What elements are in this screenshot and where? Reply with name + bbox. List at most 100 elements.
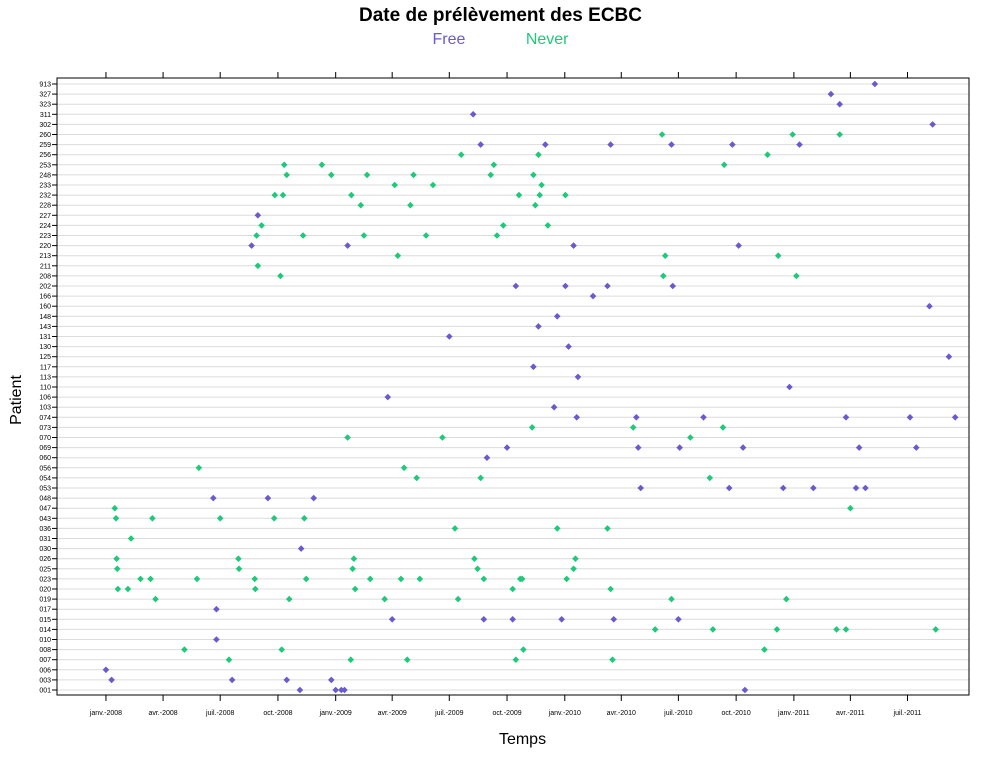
- point-never: [687, 434, 694, 441]
- point-free: [906, 414, 914, 421]
- point-free: [530, 363, 537, 371]
- point-free: [912, 444, 920, 451]
- point-never: [528, 424, 536, 431]
- y-tick-label: 260: [39, 132, 51, 139]
- point-never: [391, 181, 398, 189]
- point-never: [152, 595, 159, 603]
- point-never: [538, 181, 545, 189]
- point-never: [351, 585, 359, 593]
- y-tick-label: 007: [39, 657, 51, 664]
- point-free: [574, 373, 582, 381]
- point-free: [248, 242, 255, 249]
- x-tick-label: avr.-2010: [607, 710, 636, 717]
- point-never: [137, 575, 144, 583]
- point-free: [796, 141, 803, 148]
- point-never: [366, 575, 374, 583]
- point-free: [264, 494, 272, 502]
- y-tick-label: 030: [39, 546, 51, 553]
- point-never: [604, 525, 611, 532]
- point-free: [668, 141, 675, 148]
- point-never: [544, 222, 552, 229]
- point-never: [536, 191, 543, 199]
- point-never: [429, 181, 437, 189]
- point-never: [774, 252, 782, 259]
- point-never: [235, 565, 243, 573]
- point-never: [111, 504, 119, 512]
- y-tick-label: 074: [39, 415, 51, 422]
- point-never: [112, 515, 120, 522]
- point-never: [253, 232, 260, 239]
- point-free: [102, 666, 110, 674]
- y-tick-label: 003: [39, 677, 51, 684]
- point-never: [258, 222, 265, 229]
- point-free: [827, 90, 835, 98]
- y-tick-label: 048: [39, 496, 51, 503]
- point-never: [400, 464, 408, 472]
- point-never: [454, 595, 462, 603]
- point-never: [530, 171, 537, 179]
- point-never: [439, 434, 446, 441]
- x-tick-label: oct.-2008: [263, 710, 292, 717]
- point-never: [225, 656, 233, 663]
- point-never: [847, 504, 854, 512]
- point-never: [348, 191, 355, 199]
- y-tick-label: 001: [39, 688, 51, 695]
- point-free: [836, 100, 844, 108]
- point-never: [477, 474, 484, 482]
- data-points: [102, 80, 959, 694]
- point-free: [553, 313, 561, 320]
- point-never: [407, 201, 414, 209]
- point-never: [471, 555, 478, 562]
- point-never: [279, 191, 287, 199]
- point-free: [929, 121, 936, 128]
- y-tick-label: 327: [39, 92, 51, 99]
- y-tick-label: 208: [39, 273, 51, 280]
- y-tick-label: 010: [39, 637, 51, 644]
- point-never: [658, 131, 666, 138]
- y-tick-label: 060: [39, 455, 51, 462]
- y-tick-label: 227: [39, 213, 51, 220]
- point-free: [607, 141, 614, 148]
- x-tick-label: janv.-2010: [548, 710, 581, 717]
- point-never: [793, 272, 800, 280]
- y-tick-label: 130: [39, 344, 51, 351]
- point-free: [388, 616, 396, 623]
- point-never: [403, 656, 411, 663]
- y-tick-label: 020: [39, 587, 51, 594]
- y-tick-label: 014: [39, 627, 51, 634]
- y-tick-label: 025: [39, 566, 51, 573]
- point-never: [357, 201, 365, 209]
- y-tick-label: 056: [39, 465, 51, 472]
- point-free: [810, 484, 817, 492]
- point-never: [363, 171, 371, 179]
- point-free: [209, 494, 217, 502]
- y-tick-label: 026: [39, 556, 51, 563]
- point-free: [213, 636, 220, 643]
- point-never: [113, 555, 120, 562]
- legend: Free Never: [0, 31, 1001, 49]
- point-free: [550, 403, 558, 411]
- point-free: [741, 686, 749, 694]
- point-free: [637, 484, 645, 492]
- point-never: [709, 626, 717, 633]
- y-tick-label: 311: [40, 112, 51, 119]
- y-tick-label: 006: [39, 667, 51, 674]
- point-free: [213, 605, 220, 613]
- point-free: [327, 676, 335, 684]
- y-tick-label: 043: [39, 516, 51, 523]
- point-free: [108, 676, 115, 684]
- point-never: [932, 626, 940, 633]
- point-free: [254, 212, 262, 219]
- point-free: [675, 616, 682, 623]
- y-tick-label: 233: [39, 183, 51, 190]
- point-never: [572, 555, 579, 562]
- point-free: [852, 484, 860, 492]
- point-never: [350, 555, 358, 562]
- point-free: [228, 676, 236, 684]
- point-never: [520, 646, 527, 653]
- x-axis-label: Temps: [498, 731, 547, 748]
- point-never: [299, 232, 307, 239]
- point-never: [278, 646, 286, 653]
- point-free: [589, 292, 597, 300]
- y-tick-label: 008: [39, 647, 51, 654]
